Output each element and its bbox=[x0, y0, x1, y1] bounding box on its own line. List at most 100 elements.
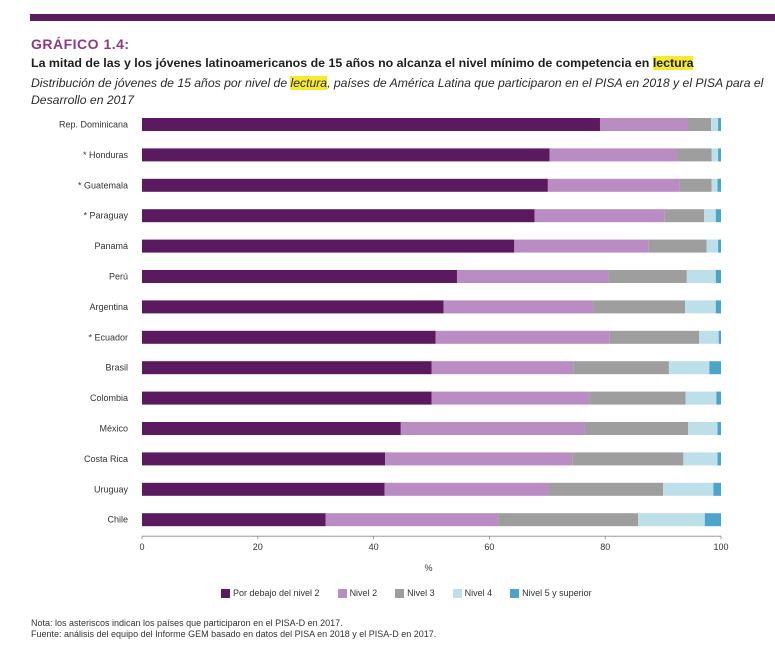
bar-mexico-por-debajo-del-nivel-2 bbox=[142, 422, 401, 435]
legend-swatch-nivel-2 bbox=[337, 588, 347, 598]
bar-peru-nivel-5-y-superior bbox=[715, 270, 721, 283]
bar-chile-nivel-3 bbox=[498, 513, 639, 527]
category-label-paraguay: * Paraguay bbox=[83, 211, 128, 221]
category-label-rep-dominicana: Rep. Dominicana bbox=[59, 120, 128, 130]
bar-peru-nivel-3 bbox=[608, 270, 687, 283]
x-axis-label: % bbox=[424, 563, 432, 573]
bar-chile-por-debajo-del-nivel-2 bbox=[142, 513, 326, 527]
category-label-chile: Chile bbox=[107, 515, 128, 525]
bar-costa-rica-nivel-4 bbox=[683, 452, 718, 466]
bar-uruguay-nivel-5-y-superior bbox=[713, 482, 721, 496]
x-tick-label-0: 0 bbox=[139, 542, 144, 552]
category-label-argentina: Argentina bbox=[89, 302, 128, 312]
x-tick-label-100: 100 bbox=[713, 542, 728, 552]
bar-uruguay-nivel-2 bbox=[384, 482, 550, 496]
bar-guatemala-nivel-2 bbox=[547, 178, 680, 192]
figure-subtitle: Distribución de jóvenes de 15 años por n… bbox=[31, 75, 766, 109]
bar-mexico-nivel-2 bbox=[400, 422, 585, 435]
legend-label-nivel-5-y-superior: Nivel 5 y superior bbox=[522, 588, 592, 598]
bar-rep-dominicana-nivel-5-y-superior bbox=[718, 118, 721, 131]
bar-chile-nivel-4 bbox=[638, 513, 705, 527]
legend-item-nivel-2: Nivel 2 bbox=[337, 588, 378, 598]
bar-ecuador-nivel-4 bbox=[698, 330, 719, 344]
legend-label-por-debajo-del-nivel-2: Por debajo del nivel 2 bbox=[233, 588, 320, 598]
bar-rep-dominicana-nivel-3 bbox=[687, 118, 712, 131]
stacked-bar-chart: Rep. Dominicana * Honduras * Guatemala * Pa… bbox=[59, 118, 729, 573]
bar-chile-nivel-5-y-superior bbox=[704, 513, 721, 527]
top-accent-bar bbox=[30, 14, 775, 21]
bar-guatemala-nivel-5-y-superior bbox=[717, 178, 721, 192]
bar-honduras-nivel-5-y-superior bbox=[718, 148, 721, 162]
bar-colombia-por-debajo-del-nivel-2 bbox=[142, 391, 432, 405]
x-tick-label-80: 80 bbox=[600, 542, 610, 552]
figure-number: GRÁFICO 1.4: bbox=[31, 36, 130, 52]
legend-item-por-debajo-del-nivel-2: Por debajo del nivel 2 bbox=[221, 588, 320, 598]
legend-label-nivel-4: Nivel 4 bbox=[464, 588, 493, 598]
bar-ecuador-nivel-2 bbox=[435, 330, 610, 344]
bar-colombia-nivel-3 bbox=[589, 391, 686, 405]
bar-peru-por-debajo-del-nivel-2 bbox=[142, 270, 457, 283]
bar-paraguay-nivel-2 bbox=[534, 209, 665, 223]
category-label-mexico: México bbox=[99, 424, 128, 434]
bar-mexico-nivel-3 bbox=[584, 422, 688, 435]
bar-costa-rica-por-debajo-del-nivel-2 bbox=[142, 452, 386, 466]
figure-title: La mitad de las y los jóvenes latinoamer… bbox=[31, 56, 694, 70]
legend-swatch-nivel-3 bbox=[395, 588, 405, 598]
x-tick-label-60: 60 bbox=[484, 542, 494, 552]
category-label-guatemala: * Guatemala bbox=[78, 180, 128, 190]
bar-argentina-nivel-5-y-superior bbox=[715, 300, 721, 314]
subtitle-highlight: lectura bbox=[290, 76, 328, 90]
bar-ecuador-por-debajo-del-nivel-2 bbox=[142, 330, 436, 344]
category-label-panama: Panamá bbox=[94, 241, 128, 251]
note-text: Nota: los asteriscos indican los países … bbox=[31, 618, 343, 628]
bar-chile-nivel-2 bbox=[325, 513, 499, 527]
bar-guatemala-nivel-3 bbox=[679, 178, 712, 192]
bar-ecuador-nivel-5-y-superior bbox=[718, 330, 721, 344]
bar-paraguay-nivel-5-y-superior bbox=[715, 209, 721, 223]
bar-argentina-nivel-4 bbox=[685, 300, 716, 314]
legend-swatch-nivel-5-y-superior bbox=[510, 588, 520, 598]
subtitle-text-pre: Distribución de jóvenes de 15 años por n… bbox=[31, 76, 291, 90]
source-text: Fuente: análisis del equipo del Informe … bbox=[31, 629, 437, 639]
bar-honduras-por-debajo-del-nivel-2 bbox=[142, 148, 550, 162]
bar-honduras-nivel-2 bbox=[549, 148, 677, 162]
bar-honduras-nivel-3 bbox=[676, 148, 712, 162]
title-highlight: lectura bbox=[652, 56, 694, 70]
x-tick-label-40: 40 bbox=[369, 542, 379, 552]
bar-brasil-nivel-2 bbox=[431, 361, 574, 375]
figure-notes: Nota: los asteriscos indican los países … bbox=[31, 618, 436, 640]
bar-panama-nivel-3 bbox=[648, 239, 707, 253]
bar-rep-dominicana-nivel-4 bbox=[711, 118, 719, 131]
bar-peru-nivel-2 bbox=[456, 270, 609, 283]
bar-colombia-nivel-4 bbox=[685, 391, 717, 405]
title-text: La mitad de las y los jóvenes latinoamer… bbox=[31, 56, 653, 70]
bar-brasil-nivel-5-y-superior bbox=[709, 361, 721, 375]
category-label-ecuador: * Ecuador bbox=[88, 332, 128, 342]
bar-colombia-nivel-2 bbox=[431, 391, 590, 405]
bar-paraguay-nivel-4 bbox=[704, 209, 716, 223]
bar-costa-rica-nivel-5-y-superior bbox=[717, 452, 721, 466]
bar-mexico-nivel-4 bbox=[687, 422, 718, 435]
legend-item-nivel-4: Nivel 4 bbox=[452, 588, 493, 598]
chart-legend: Por debajo del nivel 2 Nivel 2 Nivel 3 Nive… bbox=[221, 588, 592, 598]
bar-guatemala-por-debajo-del-nivel-2 bbox=[142, 178, 548, 192]
bar-costa-rica-nivel-3 bbox=[572, 452, 684, 466]
category-label-colombia: Colombia bbox=[90, 393, 128, 403]
bar-rep-dominicana-nivel-2 bbox=[599, 118, 688, 131]
category-label-costa-rica: Costa Rica bbox=[84, 454, 128, 464]
legend-label-nivel-2: Nivel 2 bbox=[349, 588, 378, 598]
bar-brasil-nivel-4 bbox=[668, 361, 710, 375]
bar-paraguay-nivel-3 bbox=[664, 209, 705, 223]
bar-panama-por-debajo-del-nivel-2 bbox=[142, 239, 515, 253]
subtitle-text-post: , países de América Latina que participa… bbox=[31, 76, 764, 107]
bar-costa-rica-nivel-2 bbox=[385, 452, 573, 466]
legend-item-nivel-5-y-superior: Nivel 5 y superior bbox=[510, 588, 592, 598]
category-label-honduras: * Honduras bbox=[83, 150, 129, 160]
bar-mexico-nivel-5-y-superior bbox=[717, 422, 721, 435]
x-tick-label-20: 20 bbox=[253, 542, 263, 552]
legend-swatch-por-debajo-del-nivel-2 bbox=[221, 588, 230, 598]
bar-panama-nivel-2 bbox=[514, 239, 649, 253]
bar-argentina-nivel-2 bbox=[443, 300, 594, 314]
legend-swatch-nivel-4 bbox=[452, 588, 462, 598]
bar-uruguay-nivel-3 bbox=[549, 482, 664, 496]
